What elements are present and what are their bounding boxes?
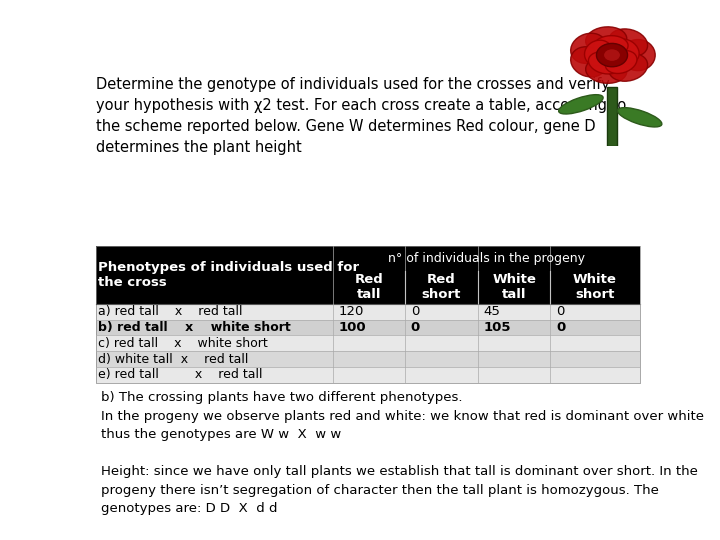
Ellipse shape	[588, 52, 621, 74]
Ellipse shape	[585, 57, 627, 83]
Ellipse shape	[621, 39, 655, 71]
Text: 45: 45	[483, 305, 500, 318]
Bar	[96, 320, 639, 335]
Ellipse shape	[618, 107, 662, 127]
Text: 100: 100	[338, 321, 366, 334]
Ellipse shape	[559, 94, 603, 114]
Circle shape	[596, 43, 628, 67]
Text: Red
tall: Red tall	[355, 273, 383, 301]
Bar	[478, 271, 550, 304]
Ellipse shape	[571, 33, 607, 63]
Ellipse shape	[606, 50, 637, 73]
Text: Phenotypes of individuals used for
the cross: Phenotypes of individuals used for the c…	[99, 261, 359, 289]
Text: n° of individuals in the progeny: n° of individuals in the progeny	[387, 252, 585, 265]
Ellipse shape	[608, 53, 647, 81]
Text: 105: 105	[483, 321, 511, 334]
Ellipse shape	[585, 27, 627, 53]
Bar	[96, 335, 639, 352]
Bar	[96, 304, 639, 320]
Text: e) red tall         x    red tall: e) red tall x red tall	[99, 368, 263, 381]
Text: 0: 0	[411, 305, 419, 318]
Text: b) red tall    x    white short: b) red tall x white short	[99, 321, 291, 334]
Text: 0: 0	[556, 305, 564, 318]
Text: Red
short: Red short	[422, 273, 462, 301]
Text: Determine the genotype of individuals used for the crosses and verify
your hypot: Determine the genotype of individuals us…	[96, 77, 626, 156]
Bar	[96, 367, 639, 383]
Bar	[333, 271, 405, 304]
Text: 0: 0	[411, 321, 420, 334]
Text: a) red tall    x    red tall: a) red tall x red tall	[99, 305, 243, 318]
Text: White
short: White short	[573, 273, 617, 301]
Text: b) The crossing plants have two different phenotypes.
In the progeny we observe : b) The crossing plants have two differen…	[101, 391, 704, 515]
Text: White
tall: White tall	[492, 273, 536, 301]
Ellipse shape	[571, 47, 607, 77]
Ellipse shape	[593, 36, 628, 57]
Ellipse shape	[608, 29, 647, 57]
Polygon shape	[607, 87, 617, 146]
Circle shape	[603, 49, 621, 62]
Ellipse shape	[611, 39, 639, 64]
Text: d) white tall  x    red tall: d) white tall x red tall	[99, 353, 248, 366]
Text: c) red tall    x    white short: c) red tall x white short	[99, 337, 268, 350]
Bar	[333, 246, 639, 271]
Text: 120: 120	[338, 305, 364, 318]
Bar	[96, 352, 639, 367]
Bar	[550, 271, 639, 304]
Bar	[405, 271, 478, 304]
Ellipse shape	[585, 40, 613, 66]
Text: 0: 0	[556, 321, 565, 334]
